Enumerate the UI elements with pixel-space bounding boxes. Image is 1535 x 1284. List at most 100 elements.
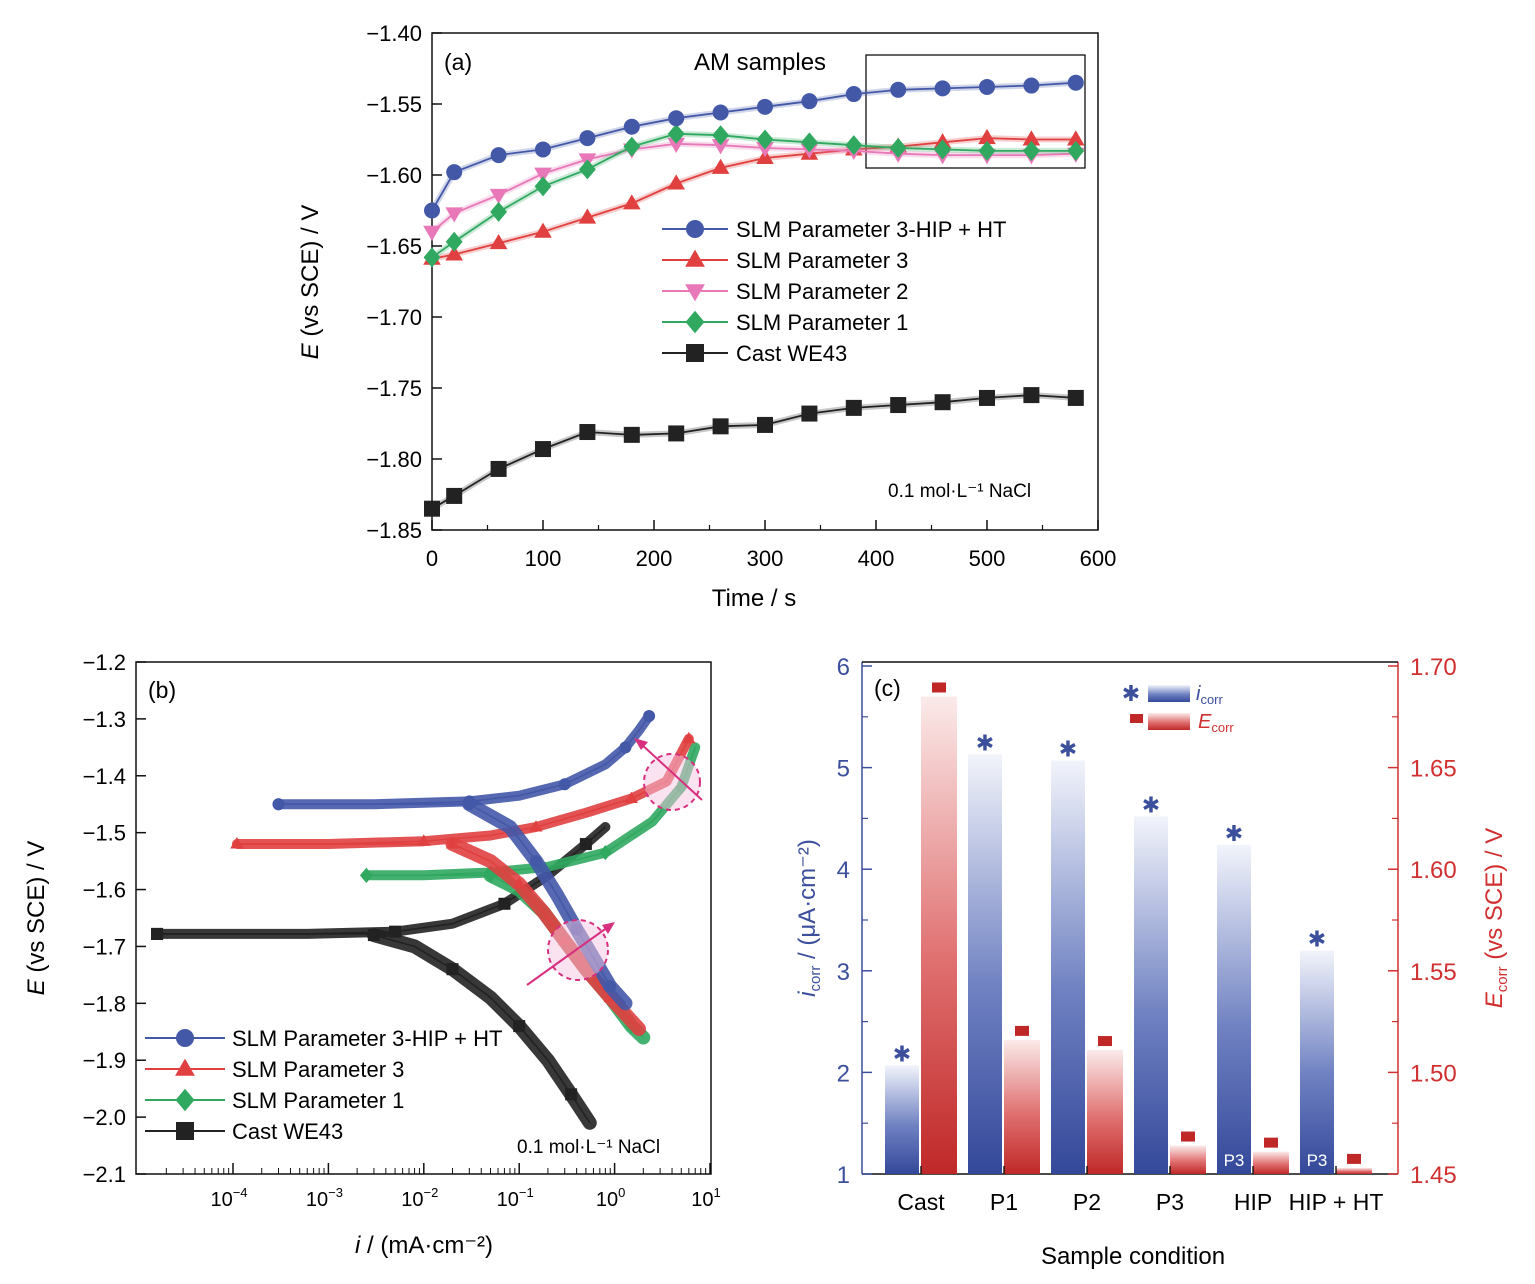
panel-c-right-y-symbol: E	[1481, 991, 1508, 1008]
b-data-point	[599, 845, 612, 861]
b-series-cast-we43	[151, 822, 611, 1130]
c-left-tick-label: 3	[837, 959, 850, 986]
a-x-tick-label: 500	[969, 546, 1006, 571]
b-data-point	[446, 963, 459, 976]
a-series-line	[431, 394, 1076, 510]
panel-c-right-y-label: Ecorr (vs SCE) / V	[1481, 828, 1511, 1009]
a-legend-marker	[685, 249, 705, 267]
panel-b: (b) −1.2 −1.3 −1.4 −1.5 −1.6 −1.7 −1.8 −1.9 −2.0…	[23, 650, 721, 1259]
b-data-point	[604, 980, 617, 993]
panel-c-x-label: Sample condition	[1041, 1243, 1225, 1270]
panel-c-right-y-sub: corr	[1494, 966, 1511, 992]
a-data-point	[1023, 140, 1040, 161]
a-legend-marker	[685, 284, 705, 302]
c-icorr-asterisk-icon: ✱	[893, 1041, 911, 1066]
a-data-point	[756, 142, 774, 158]
c-bar-inner-label: P3	[1307, 1151, 1328, 1170]
c-icorr-asterisk-icon: ✱	[1059, 736, 1077, 761]
a-legend-slm-parameter-2: SLM Parameter 2	[662, 279, 908, 304]
a-y-tick-label: −1.65	[366, 234, 422, 259]
a-data-point	[1022, 130, 1041, 146]
b-legend-label: SLM Parameter 3	[232, 1057, 404, 1082]
legend-ecorr-symbol: E	[1198, 711, 1212, 733]
a-series-line	[431, 132, 1076, 259]
c-bar-group-hip-ht: ✱ P3	[1300, 926, 1372, 1174]
panel-c-left-y-rest: / (μA·cm⁻²)	[794, 839, 821, 965]
b-y-tick-label: −1.5	[83, 821, 126, 846]
a-data-point	[623, 426, 640, 443]
panel-a-y-label-rest: (vs SCE) / V	[297, 205, 324, 344]
a-series-cast-we43	[424, 387, 1084, 517]
a-data-point	[845, 86, 862, 103]
b-legend-marker	[175, 1058, 195, 1076]
a-y-tick-label: −1.55	[366, 92, 422, 117]
c-left-tick-label: 1	[837, 1162, 850, 1189]
panel-b-y-label-symbol: E	[23, 978, 50, 995]
a-series-line	[431, 81, 1076, 211]
c-ecorr-cap-icon	[1098, 1036, 1112, 1047]
b-y-tick-label: −2.0	[83, 1105, 126, 1130]
a-data-point	[711, 158, 730, 174]
b-data-point	[445, 837, 460, 849]
b-data-point	[682, 731, 696, 744]
b-x-tick-label: 10−3	[306, 1185, 343, 1211]
b-x-tick-base: 10	[210, 1189, 232, 1211]
a-x-tick-label: 200	[636, 546, 673, 571]
panel-b-legend: SLM Parameter 3-HIP + HT SLM Parameter 3 S…	[145, 1026, 502, 1144]
panel-b-x-label-rest: / (mA·cm⁻²)	[360, 1232, 493, 1259]
a-legend-slm-parameter-1: SLM Parameter 1	[662, 310, 908, 335]
b-series-slm-parameter-3	[230, 731, 696, 1036]
c-right-tick-label: 1.45	[1410, 1162, 1457, 1189]
b-data-point	[579, 838, 592, 851]
panel-c-right-ticks: 1.45 1.50 1.55 1.60 1.65 1.70	[1388, 654, 1457, 1189]
panel-c-right-y-rest: (vs SCE) / V	[1481, 828, 1508, 967]
legend-icorr-label: icorr	[1196, 683, 1224, 707]
panel-b-series	[151, 710, 701, 1130]
a-legend-label: SLM Parameter 1	[736, 310, 908, 335]
c-ecorr-bar	[921, 696, 957, 1174]
b-y-tick-label: −1.8	[83, 991, 126, 1016]
panel-b-y-label-rest: (vs SCE) / V	[23, 841, 50, 980]
c-ecorr-bar	[1004, 1039, 1040, 1174]
a-data-point	[756, 129, 774, 150]
c-x-tick-label: Cast	[897, 1189, 945, 1215]
b-start-point	[272, 798, 285, 811]
a-data-point	[445, 245, 463, 261]
a-data-point	[979, 78, 995, 95]
b-data-point	[619, 741, 632, 754]
c-ecorr-bar	[1170, 1145, 1206, 1174]
b-x-tick-base: 10	[401, 1189, 423, 1211]
a-data-point	[579, 424, 596, 441]
a-x-tick-label: 300	[747, 546, 784, 571]
c-icorr-bar	[1134, 816, 1168, 1174]
a-data-point	[934, 139, 951, 160]
b-data-point	[498, 897, 511, 910]
a-data-point	[445, 231, 463, 252]
a-series-slm-parameter-3	[423, 128, 1085, 265]
cathodic-shift-arrow	[526, 926, 609, 986]
c-ecorr-cap-icon	[1347, 1153, 1361, 1164]
c-left-tick-label: 2	[837, 1060, 850, 1087]
c-icorr-asterisk-icon: ✱	[1142, 792, 1160, 817]
b-x-tick-base: 10	[306, 1189, 328, 1211]
b-data-point	[643, 710, 656, 723]
b-data-point	[529, 855, 542, 868]
b-x-tick-exp: −1	[519, 1185, 534, 1200]
a-x-tick-label: 0	[426, 546, 438, 571]
a-data-point	[1067, 140, 1085, 161]
c-ecorr-bar	[1336, 1167, 1372, 1174]
c-bar-inner-label: P3	[1224, 1151, 1245, 1170]
c-right-tick-label: 1.55	[1410, 959, 1457, 986]
am-samples-zoom-box	[865, 54, 1086, 169]
c-bar-group-p2: ✱	[1051, 736, 1123, 1174]
a-y-tick-label: −1.80	[366, 447, 422, 472]
b-x-tick-base: 10	[497, 1189, 519, 1211]
a-data-point	[978, 128, 996, 145]
a-data-point	[579, 130, 596, 147]
cathodic-shift-circle	[547, 919, 609, 981]
c-left-tick-label: 6	[837, 654, 850, 681]
a-data-point	[668, 425, 685, 442]
panel-c-label: (c)	[874, 675, 901, 701]
a-data-point	[490, 147, 507, 164]
c-x-tick-label: P1	[990, 1189, 1018, 1215]
